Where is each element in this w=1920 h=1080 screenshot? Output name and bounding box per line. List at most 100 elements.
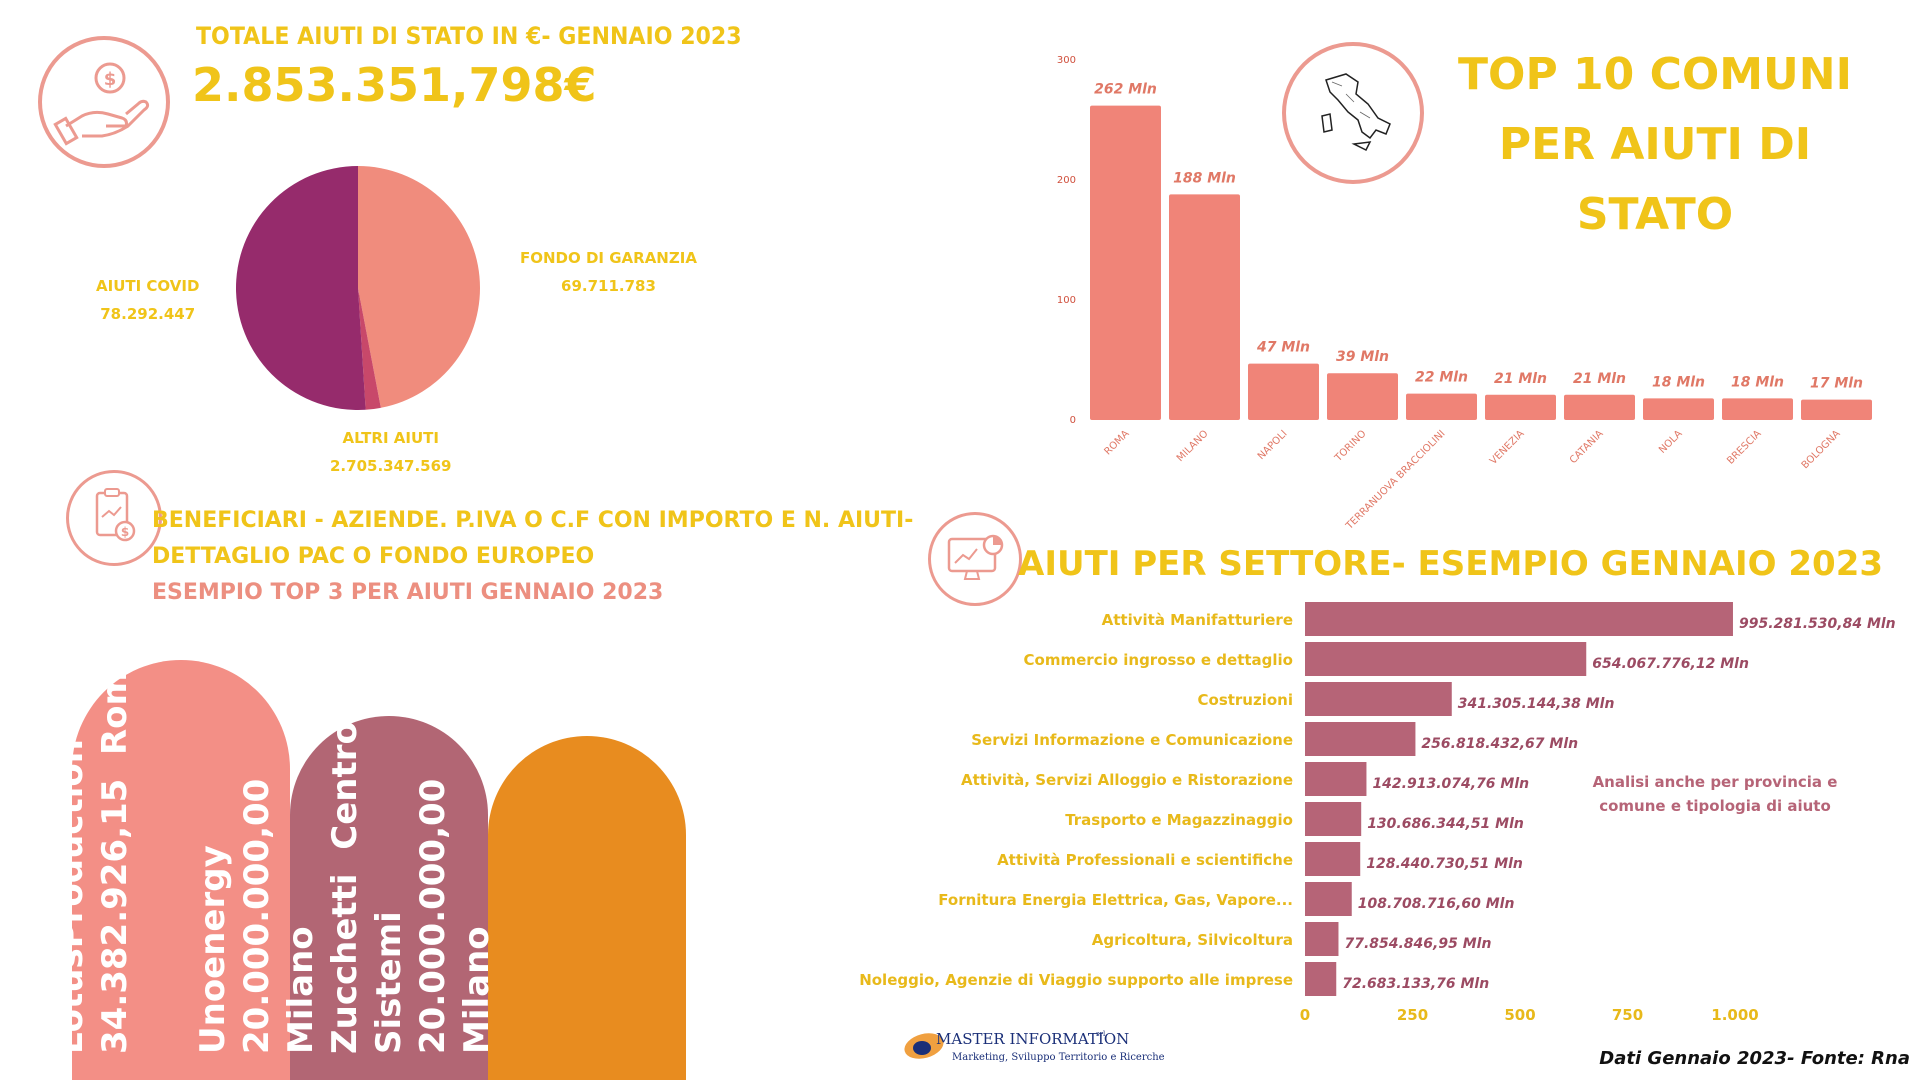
- settore-value-label-6: 128.440.730,51 Mln: [1366, 856, 1523, 872]
- settore-bar-chart: Attività Manifatturiere 995.281.530,84 Ml…: [859, 602, 1896, 1024]
- dashboard-icon-ring: [928, 512, 1022, 606]
- logo-swoosh-icon: [904, 1033, 944, 1059]
- totale-value: 2.853.351,798€: [192, 58, 597, 112]
- settore-xtick-3: 750: [1612, 1006, 1643, 1024]
- top10-bar-6: [1564, 394, 1635, 420]
- top10-title-line2: PER AIUTI DI STATO: [1498, 119, 1812, 240]
- settore-title: AIUTI PER SETTORE- ESEMPIO GENNAIO 2023: [1018, 544, 1884, 584]
- top10-category-0: ROMA: [1102, 428, 1131, 457]
- pie-label-fondo-name: FONDO DI GARANZIA: [520, 249, 697, 267]
- beneficiari-line1: BENEFICIARI - AZIENDE. P.IVA O C.F CON I…: [152, 508, 914, 533]
- report-chart-icon: $: [95, 488, 136, 542]
- top10-category-1: MILANO: [1175, 428, 1211, 464]
- pie-chart: [235, 166, 480, 410]
- pie-slice-2: [235, 166, 366, 410]
- source-note: Dati Gennaio 2023- Fonte: Rna: [1599, 1048, 1910, 1069]
- settore-category-9: Noleggio, Agenzie di Viaggio supporto al…: [859, 971, 1293, 989]
- settore-value-label-1: 654.067.776,12 Mln: [1592, 656, 1749, 672]
- settore-xtick-1: 250: [1397, 1006, 1428, 1024]
- pie-label-fondo-value: 69.711.783: [561, 277, 656, 295]
- pie-label-altri-value: 2.705.347.569: [330, 457, 452, 475]
- pie-label-altri-name: ALTRI AIUTI: [342, 429, 439, 447]
- top10-category-2: NAPOLI: [1256, 428, 1290, 462]
- italy-map-icon-ring: [1282, 42, 1424, 184]
- settore-bar-5: [1305, 802, 1362, 836]
- top10-bar-4: [1406, 393, 1477, 420]
- settore-bar-1: [1305, 642, 1587, 676]
- beneficiario-unoenergy-text: Unoenergy 20.000.000,00 Milano: [193, 778, 321, 1054]
- settore-bar-0: [1305, 602, 1733, 636]
- settore-value-label-0: 995.281.530,84 Mln: [1739, 616, 1896, 632]
- top10-bar-8: [1722, 398, 1793, 420]
- settore-bar-7: [1305, 882, 1352, 916]
- beneficiario-card-unoenergy: Unoenergy 20.000.000,00 Milano: [193, 716, 488, 1080]
- top10-value-label-9: 17 Mln: [1810, 376, 1863, 392]
- top10-value-label-4: 22 Mln: [1415, 370, 1468, 386]
- top10-category-3: TORINO: [1332, 428, 1368, 464]
- top10-value-label-8: 18 Mln: [1731, 374, 1784, 390]
- pie-label-covid-name: AIUTI COVID: [96, 277, 200, 295]
- top10-bar-0: [1090, 105, 1161, 420]
- top10-category-6: CATANIA: [1568, 428, 1606, 466]
- master-information-logo: MASTER INFORMATION srl Marketing, Svilup…: [900, 1022, 1165, 1078]
- top10-value-label-2: 47 Mln: [1256, 340, 1310, 356]
- top10-bar-1: [1169, 194, 1240, 420]
- settore-bar-2: [1305, 682, 1452, 716]
- top10-bar-9: [1801, 399, 1872, 420]
- money-hand-icon-ring: $: [38, 36, 170, 168]
- settore-value-label-7: 108.708.716,60 Mln: [1358, 896, 1515, 912]
- settore-category-6: Attività Professionali e scientifiche: [997, 851, 1293, 869]
- settore-category-7: Fornitura Energia Elettrica, Gas, Vapore…: [938, 891, 1293, 909]
- beneficiario-card-lotus: LotusProduction 34.382.926,15 Roma: [51, 647, 290, 1080]
- settore-category-3: Servizi Informazione e Comunicazione: [971, 731, 1293, 749]
- settore-value-label-5: 130.686.344,51 Mln: [1367, 816, 1524, 832]
- settore-category-1: Commercio ingrosso e dettaglio: [1024, 651, 1293, 669]
- top10-category-9: BOLOGNA: [1800, 428, 1843, 471]
- top10-ytick-3: 300: [1057, 55, 1076, 66]
- top10-value-label-0: 262 Mln: [1094, 82, 1157, 98]
- top10-bar-3: [1327, 373, 1398, 420]
- pie-label-covid-value: 78.292.447: [100, 305, 196, 323]
- top10-value-label-5: 21 Mln: [1494, 371, 1547, 387]
- pie-label-altri: ALTRI AIUTI 2.705.347.569: [330, 424, 451, 480]
- logo-name: MASTER INFORMATION: [936, 1030, 1130, 1048]
- logo-tagline: Marketing, Sviluppo Territorio e Ricerch…: [952, 1052, 1165, 1063]
- top10-value-label-1: 188 Mln: [1173, 170, 1236, 186]
- settore-xtick-0: 0: [1300, 1006, 1310, 1024]
- settore-value-label-9: 72.683.133,76 Mln: [1342, 976, 1489, 992]
- top10-bar-7: [1643, 398, 1714, 420]
- svg-text:$: $: [121, 525, 129, 539]
- settore-xtick-4: 1.000: [1711, 1006, 1758, 1024]
- top10-bar-5: [1485, 394, 1556, 420]
- top10-title-line1: TOP 10 COMUNI: [1458, 49, 1852, 100]
- report-icon-ring: $: [66, 470, 162, 566]
- beneficiario-zucchetti-text: Zucchetti Centro Sistemi 20.000.000,00 M…: [325, 721, 497, 1054]
- settore-note: Analisi anche per provincia e comune e t…: [1592, 773, 1838, 815]
- settore-category-8: Agricoltura, Silvicoltura: [1092, 931, 1293, 949]
- top10-category-5: VENEZIA: [1488, 428, 1527, 467]
- top10-bar-chart: 0 100 200 300 262 Mln ROMA 188 Mln MILANO 47 Mln…: [1057, 55, 1872, 532]
- settore-category-2: Costruzioni: [1198, 691, 1294, 709]
- money-hand-icon: $: [53, 62, 150, 146]
- pie-label-fondo: FONDO DI GARANZIA 69.711.783: [520, 244, 697, 300]
- top10-ytick-1: 100: [1057, 295, 1076, 306]
- svg-text:$: $: [104, 69, 117, 90]
- settore-bar-3: [1305, 722, 1416, 756]
- logo-suffix: srl: [1096, 1030, 1106, 1038]
- top10-value-label-7: 18 Mln: [1652, 374, 1705, 390]
- top10-title: TOP 10 COMUNI PER AIUTI DI STATO: [1420, 40, 1890, 250]
- beneficiari-line3: ESEMPIO TOP 3 PER AIUTI GENNAIO 2023: [152, 580, 664, 605]
- totale-title: TOTALE AIUTI DI STATO IN €- GENNAIO 2023: [196, 22, 742, 50]
- settore-bar-4: [1305, 762, 1367, 796]
- settore-category-4: Attività, Servizi Alloggio e Ristorazion…: [961, 771, 1293, 789]
- settore-bar-6: [1305, 842, 1361, 876]
- beneficiario-lotus-text: LotusProduction 34.382.926,15 Roma: [51, 647, 135, 1054]
- top10-category-8: BRESCIA: [1725, 428, 1763, 466]
- settore-bar-9: [1305, 962, 1337, 996]
- top10-ytick-2: 200: [1057, 175, 1076, 186]
- settore-category-0: Attività Manifatturiere: [1102, 611, 1293, 629]
- settore-bar-8: [1305, 922, 1339, 956]
- settore-value-label-2: 341.305.144,38 Mln: [1458, 696, 1615, 712]
- pie-slice-0: [358, 166, 480, 408]
- settore-value-label-8: 77.854.846,95 Mln: [1344, 936, 1491, 952]
